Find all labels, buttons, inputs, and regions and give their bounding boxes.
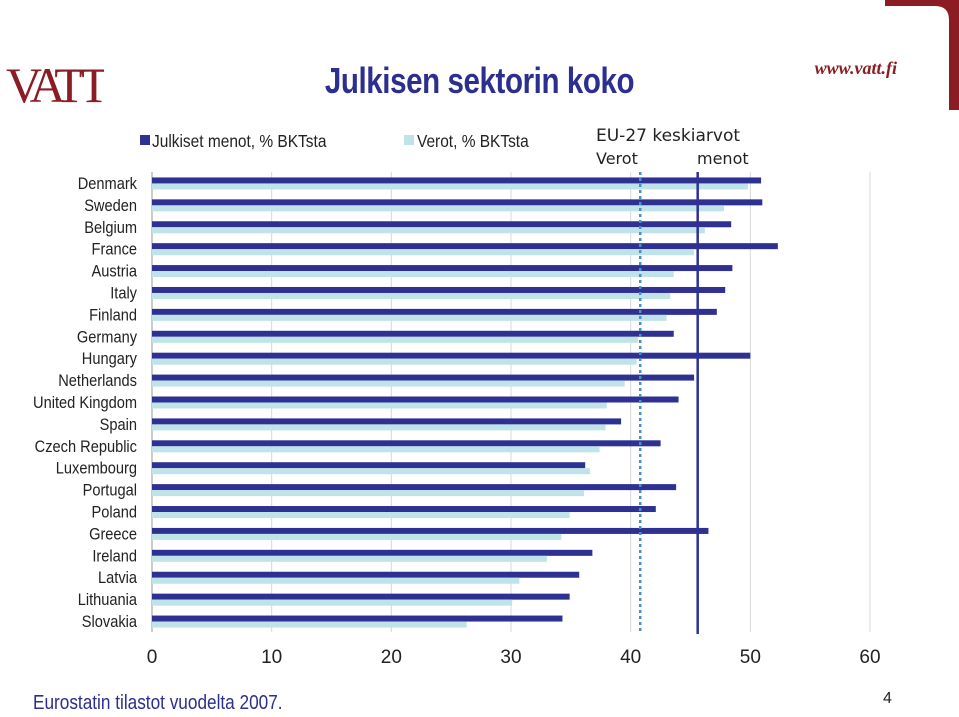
legend-swatch-taxes xyxy=(404,135,414,145)
bar-spending xyxy=(152,286,726,293)
bar-taxes xyxy=(152,402,607,409)
bar-taxes xyxy=(152,490,584,497)
bar-spending xyxy=(152,462,586,469)
bar-taxes xyxy=(152,314,667,321)
eu-average-taxes-label: Verot xyxy=(596,149,638,168)
x-tick-label: 60 xyxy=(859,647,880,668)
bar-taxes xyxy=(152,227,705,234)
page-title: Julkisen sektorin koko xyxy=(324,60,635,101)
eu-average-spending-label: menot xyxy=(697,149,749,168)
bar-taxes xyxy=(152,205,725,212)
bar-taxes xyxy=(152,249,695,256)
category-label: France xyxy=(92,241,138,259)
category-label: Lithuania xyxy=(78,591,137,609)
bar-spending xyxy=(152,352,751,359)
bar-spending xyxy=(152,615,563,622)
category-labels: Denmark Sweden Belgium France Austria Italy Fi… xyxy=(33,175,137,631)
category-label: Portugal xyxy=(83,482,137,500)
category-label: Latvia xyxy=(98,569,137,587)
bar-spending xyxy=(152,396,679,403)
bar-spending xyxy=(152,593,570,600)
bar-spending xyxy=(152,549,593,556)
bar-spending xyxy=(152,571,580,578)
bar-taxes xyxy=(152,577,520,584)
corner-decoration xyxy=(885,0,959,110)
vatt-logo: VATT xyxy=(6,58,104,108)
bar-spending xyxy=(152,484,677,491)
bar-taxes xyxy=(152,380,625,387)
x-tick-labels: 0 10 20 30 40 50 60 xyxy=(147,647,881,668)
category-label: Netherlands xyxy=(58,372,137,390)
category-label: Austria xyxy=(92,263,138,281)
bar-spending xyxy=(152,199,763,206)
bar-spending xyxy=(152,374,695,381)
x-tick-label: 0 xyxy=(147,647,158,668)
bar-spending xyxy=(152,308,717,315)
bar-taxes xyxy=(152,468,590,475)
site-url[interactable]: www.vatt.fi xyxy=(814,58,897,78)
category-label: Hungary xyxy=(82,350,137,368)
legend-label-spending: Julkiset menot, % BKTsta xyxy=(152,131,327,151)
eu-average-lines xyxy=(638,172,699,634)
bar-spending xyxy=(152,440,661,447)
bar-taxes xyxy=(152,183,748,190)
bar-spending xyxy=(152,221,732,228)
bar-spending xyxy=(152,527,709,534)
category-label: Slovakia xyxy=(82,613,137,631)
bar-taxes xyxy=(152,292,671,299)
category-label: Belgium xyxy=(84,219,137,237)
x-tick-label: 10 xyxy=(261,647,282,668)
bar-taxes xyxy=(152,446,600,453)
category-label: Poland xyxy=(91,504,137,522)
category-label: Denmark xyxy=(78,175,137,193)
category-label: United Kingdom xyxy=(33,394,137,412)
bar-spending xyxy=(152,243,778,250)
page-number: 4 xyxy=(883,690,892,707)
source-note: Eurostatin tilastot vuodelta 2007. xyxy=(33,692,283,714)
category-label: Sweden xyxy=(84,197,137,215)
chart-bars xyxy=(152,177,778,628)
x-tick-label: 50 xyxy=(740,647,761,668)
category-label: Luxembourg xyxy=(56,460,137,478)
bar-spending xyxy=(152,418,622,425)
category-label: Italy xyxy=(110,285,137,303)
x-tick-label: 40 xyxy=(620,647,641,668)
legend-label-taxes: Verot, % BKTsta xyxy=(417,131,529,151)
bar-taxes xyxy=(152,358,637,365)
legend-swatch-spending xyxy=(140,135,150,145)
chart-legend: Julkiset menot, % BKTsta Verot, % BKTsta xyxy=(140,131,529,151)
category-label: Greece xyxy=(89,525,137,543)
vatt-logo-text: VATT xyxy=(6,58,104,108)
bar-taxes xyxy=(152,424,606,431)
bar-taxes xyxy=(152,533,562,540)
bar-taxes xyxy=(152,271,674,278)
eu-average-label: EU-27 keskiarvot xyxy=(596,126,740,146)
bar-spending xyxy=(152,177,762,184)
bar-taxes xyxy=(152,555,547,562)
bar-spending xyxy=(152,265,733,272)
category-label: Germany xyxy=(77,328,137,346)
bar-taxes xyxy=(152,336,638,343)
bar-spending xyxy=(152,506,656,513)
category-label: Czech Republic xyxy=(35,438,137,456)
category-label: Finland xyxy=(89,306,137,324)
bar-spending xyxy=(152,330,674,337)
bar-taxes xyxy=(152,512,570,519)
bar-taxes xyxy=(152,621,467,628)
bar-taxes xyxy=(152,599,513,606)
category-label: Spain xyxy=(100,416,137,434)
category-label: Ireland xyxy=(92,547,137,565)
x-tick-label: 20 xyxy=(381,647,402,668)
x-tick-label: 30 xyxy=(500,647,521,668)
